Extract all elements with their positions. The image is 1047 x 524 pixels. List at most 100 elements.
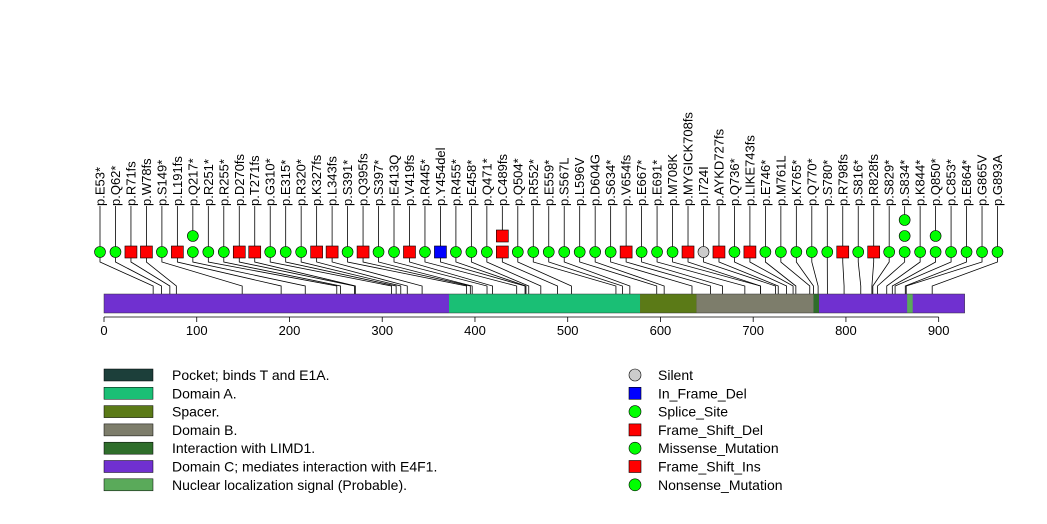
mutation-marker <box>465 246 478 258</box>
connector <box>891 252 937 294</box>
connector <box>795 252 814 294</box>
axis-tick-label: 500 <box>557 323 579 338</box>
mutation-marker <box>806 246 818 258</box>
legend-circle-marker <box>628 478 642 492</box>
mutation-label: p.Q736* <box>727 158 742 206</box>
mutation-label: p.Q395fs <box>356 153 371 206</box>
mutation-marker <box>109 246 122 258</box>
axis-tick-label: 900 <box>928 323 950 338</box>
mutation-marker <box>341 246 354 258</box>
mutation-label: p.D270fs <box>232 153 247 206</box>
mutation-label: p.E746* <box>758 160 773 206</box>
domain-legend-label: Domain A. <box>172 385 237 401</box>
domain-legend-swatch <box>103 423 154 437</box>
connector <box>811 252 819 294</box>
connector <box>579 252 658 294</box>
mutation-type-legend: Silent In_Frame_Del Splice_Site Frame_Shift… <box>628 367 783 493</box>
mutation-label: p.R445* <box>417 159 432 206</box>
mutation-label: p.K844* <box>913 160 928 206</box>
mutation-marker <box>898 246 911 258</box>
mutation-marker <box>279 246 292 258</box>
mutation-marker <box>295 246 307 258</box>
mutation-marker <box>589 246 601 258</box>
mutation-label: p.G893A <box>990 154 1005 206</box>
mutation-label: p.MYGICK708fs <box>681 112 696 206</box>
mutation-marker <box>232 245 246 259</box>
mutation-marker <box>821 246 834 258</box>
mutation-marker <box>960 246 973 258</box>
mutation-label: p.W78fs <box>139 158 154 206</box>
mutation-marker <box>759 246 772 258</box>
mutation-label: p.S829* <box>882 160 897 206</box>
domain-segment <box>640 294 697 313</box>
domain-segment <box>819 294 965 313</box>
mutation-marker <box>836 245 850 259</box>
mutation-labels: p.E53* p.Q62* p.R71fs p.W78fs p.S149* p.L191f… <box>93 112 1006 206</box>
mutation-marker <box>991 246 1004 258</box>
mutation-marker <box>852 246 865 258</box>
mutation-label: p.S780* <box>820 160 835 206</box>
mutation-markers <box>94 214 1004 259</box>
mutation-marker <box>898 230 911 242</box>
mutation-marker <box>496 229 509 243</box>
domain-legend-label: Nuclear localization signal (Probable). <box>172 477 407 493</box>
legend-square-marker <box>628 386 642 400</box>
mutation-marker <box>124 245 138 259</box>
connector <box>894 252 952 294</box>
mutation-marker <box>929 246 942 258</box>
mutation-label: p.E53* <box>93 167 108 206</box>
mutation-label: p.R828fs <box>866 153 881 206</box>
mutation-label: p.E864* <box>959 160 974 206</box>
mutation-marker <box>635 246 648 258</box>
mutation-marker <box>156 246 168 258</box>
mutation-marker <box>388 246 400 258</box>
mutation-label: p.K327fs <box>309 154 324 206</box>
mutation-marker <box>264 246 277 258</box>
domain-legend-swatch <box>103 387 154 400</box>
mutation-label: p.Y454del <box>433 147 448 206</box>
mutation-marker <box>651 246 663 258</box>
mutation-label: p.E559* <box>541 160 556 206</box>
connector <box>486 252 542 294</box>
connector <box>780 252 811 294</box>
connector <box>378 252 473 294</box>
domain-legend-label: Spacer. <box>172 404 219 420</box>
mutation-label: p.R320* <box>294 159 309 206</box>
mutation-legend-label: Silent <box>658 367 693 383</box>
domain-segment <box>696 294 814 313</box>
mutation-label: p.R455* <box>448 159 463 206</box>
mutation-marker <box>604 246 617 258</box>
axis-tick-label: 0 <box>100 323 107 338</box>
mutation-label: p.S397* <box>371 160 386 206</box>
mutation-marker <box>450 246 462 258</box>
mutation-marker <box>775 246 787 258</box>
domain-legend-swatch <box>103 478 154 492</box>
legend-square-marker <box>628 423 642 437</box>
mutation-label: p.R552* <box>526 159 541 206</box>
mutation-label: p.AYKD727fs <box>711 128 726 206</box>
connector <box>905 252 983 294</box>
mutation-label: p.S834* <box>897 160 912 206</box>
mutation-label: p.G865V <box>975 154 990 206</box>
mutation-marker <box>883 246 895 258</box>
mutation-marker <box>140 245 153 259</box>
domain-legend-swatch <box>103 368 154 382</box>
protein-outline <box>103 293 965 314</box>
mutation-label: p.E315* <box>278 160 293 206</box>
mutation-marker <box>356 245 370 259</box>
mutation-label: p.S567L <box>557 158 572 206</box>
mutation-label: p.T271fs <box>247 155 262 206</box>
mutation-marker <box>512 246 524 258</box>
mutation-label: p.S149* <box>154 160 169 206</box>
domain-legend-swatch <box>103 441 154 455</box>
mutation-label: p.D604G <box>588 154 603 206</box>
mutation-marker <box>712 245 726 259</box>
domain-segment <box>813 294 820 313</box>
mutation-label: p.S816* <box>851 160 866 206</box>
mutation-marker <box>619 245 633 259</box>
mutation-label: p.E413Q <box>387 155 402 206</box>
domain-legend-label: Domain C; mediates interaction with E4F1… <box>172 459 437 475</box>
mutation-label: p.I724I <box>696 166 711 206</box>
protein-track <box>103 293 965 314</box>
connector <box>656 252 746 294</box>
